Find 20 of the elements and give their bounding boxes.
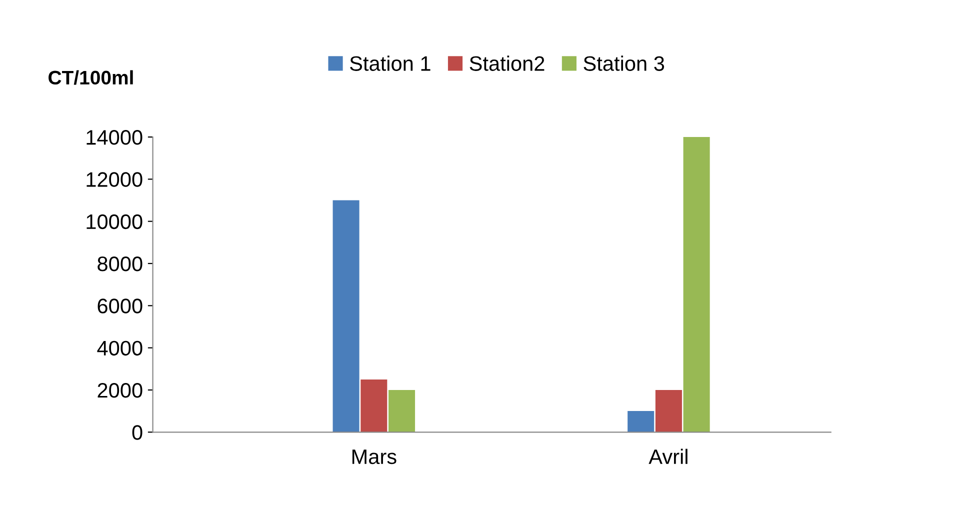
bar — [388, 390, 416, 432]
y-tick-label: 10000 — [86, 214, 142, 230]
y-tick-label: 8000 — [98, 256, 142, 272]
y-tick-label: 0 — [132, 425, 142, 440]
y-tick-label: 12000 — [86, 172, 142, 187]
bar — [332, 200, 360, 432]
y-axis-title: CT/100ml — [48, 70, 133, 85]
y-tick-label: 2000 — [98, 382, 142, 398]
y-tick-label: 6000 — [98, 298, 142, 314]
bar — [683, 137, 710, 432]
x-tick-label: Mars — [352, 450, 396, 464]
legend-label: Station 3 — [584, 56, 664, 71]
y-tick-label: 14000 — [86, 130, 142, 145]
legend-label: Station2 — [470, 56, 544, 71]
bar — [360, 379, 388, 432]
legend-label: Station 1 — [350, 56, 430, 71]
bar — [628, 411, 654, 432]
x-tick-label: Avril — [648, 448, 688, 464]
y-tick-label: 4000 — [97, 340, 142, 356]
bar — [655, 390, 682, 432]
